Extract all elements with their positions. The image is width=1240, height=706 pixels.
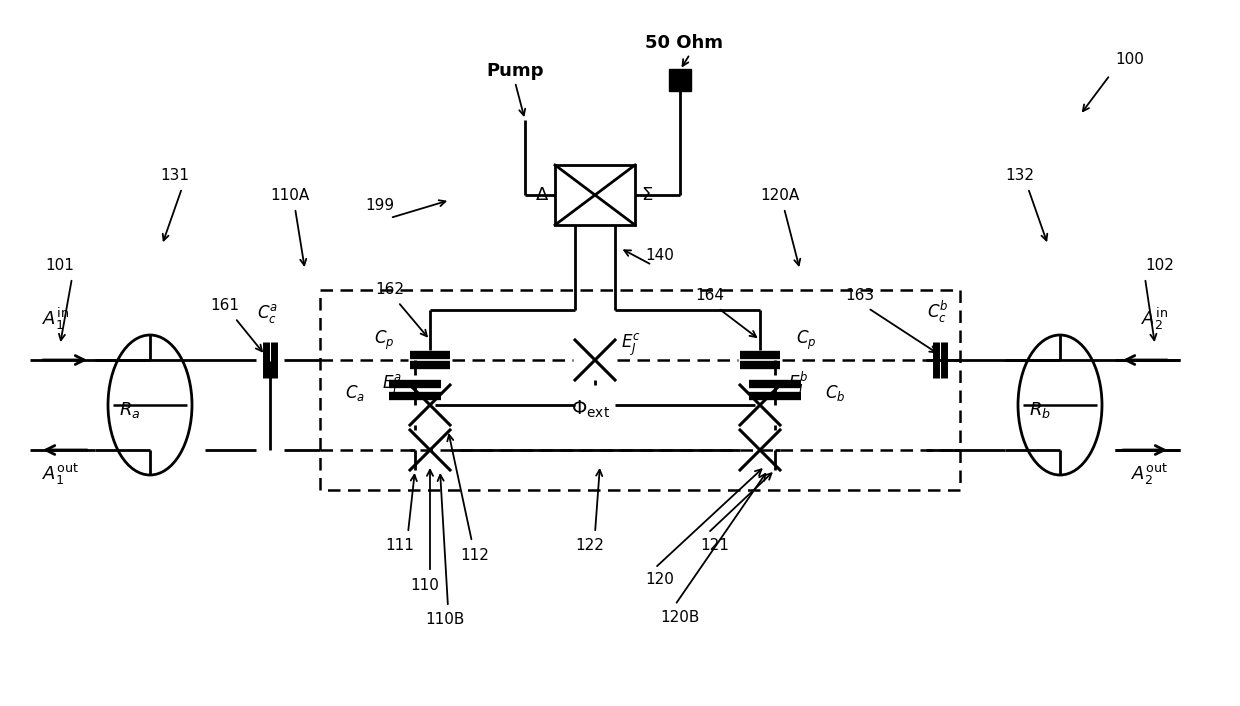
Text: 122: 122	[575, 537, 604, 553]
Text: 100: 100	[1116, 52, 1145, 68]
Text: $E_J^c$: $E_J^c$	[621, 332, 641, 358]
Text: 101: 101	[46, 258, 74, 273]
Text: 132: 132	[1006, 167, 1034, 182]
Text: 102: 102	[1146, 258, 1174, 273]
Text: $\Phi_{\rm ext}$: $\Phi_{\rm ext}$	[572, 399, 610, 420]
Text: $A_1^{\rm in}$: $A_1^{\rm in}$	[42, 306, 69, 332]
Text: 120A: 120A	[760, 188, 800, 203]
Text: 110: 110	[410, 578, 439, 592]
Bar	[670, 69, 691, 91]
Text: $C_a$: $C_a$	[345, 383, 365, 403]
Text: $C_b$: $C_b$	[825, 383, 846, 403]
Text: $\Sigma$: $\Sigma$	[641, 186, 653, 204]
Text: $R_b$: $R_b$	[1029, 400, 1052, 420]
Text: 110B: 110B	[425, 613, 465, 628]
Text: $C_p$: $C_p$	[796, 329, 816, 352]
Text: 111: 111	[386, 537, 414, 553]
Text: 163: 163	[846, 287, 874, 302]
Text: $\Delta$: $\Delta$	[534, 186, 549, 204]
Text: 161: 161	[211, 297, 239, 313]
Text: 131: 131	[160, 167, 190, 182]
Text: $A_2^{\rm out}$: $A_2^{\rm out}$	[1131, 462, 1168, 487]
Text: 120: 120	[646, 573, 675, 587]
Text: 110A: 110A	[270, 188, 310, 203]
Text: Pump: Pump	[486, 62, 544, 80]
Text: 50 Ohm: 50 Ohm	[645, 34, 723, 52]
Text: 164: 164	[696, 287, 724, 302]
Text: $C_c^b$: $C_c^b$	[928, 299, 949, 325]
Text: 112: 112	[460, 547, 490, 563]
Text: $A_1^{\rm out}$: $A_1^{\rm out}$	[42, 462, 79, 487]
Text: $E_J^b$: $E_J^b$	[787, 370, 808, 399]
Text: 121: 121	[701, 537, 729, 553]
Text: $C_p$: $C_p$	[373, 329, 394, 352]
Text: $E_J^a$: $E_J^a$	[382, 373, 402, 399]
Text: $C_c^a$: $C_c^a$	[258, 302, 279, 325]
Text: 162: 162	[376, 282, 404, 297]
Text: 140: 140	[646, 248, 675, 263]
Text: 199: 199	[366, 198, 394, 213]
Text: $R_a$: $R_a$	[119, 400, 140, 420]
Bar	[556, 165, 635, 225]
Text: 120B: 120B	[661, 611, 699, 626]
Bar	[320, 290, 960, 490]
Text: $A_2^{\rm in}$: $A_2^{\rm in}$	[1141, 306, 1168, 332]
